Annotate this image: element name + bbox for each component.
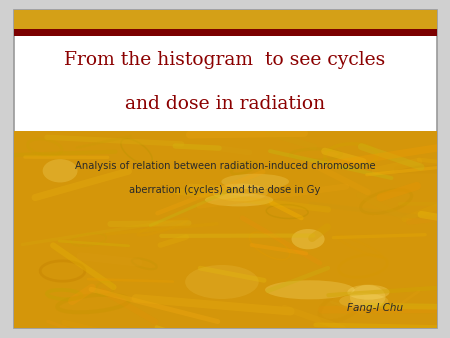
Ellipse shape [221,174,289,190]
Text: and dose in radiation: and dose in radiation [125,95,325,113]
Ellipse shape [292,229,324,249]
Ellipse shape [339,293,388,309]
Ellipse shape [185,265,259,299]
Ellipse shape [350,285,386,309]
Ellipse shape [212,184,268,201]
Ellipse shape [347,285,390,300]
Text: Analysis of relation between radiation-induced chromosome: Analysis of relation between radiation-i… [75,161,375,171]
Text: From the histogram  to see cycles: From the histogram to see cycles [64,51,386,69]
Ellipse shape [43,159,77,183]
Text: Fang-I Chu: Fang-I Chu [346,303,403,313]
Ellipse shape [265,280,355,299]
Text: aberration (cycles) and the dose in Gy: aberration (cycles) and the dose in Gy [129,185,321,195]
Ellipse shape [205,193,273,207]
